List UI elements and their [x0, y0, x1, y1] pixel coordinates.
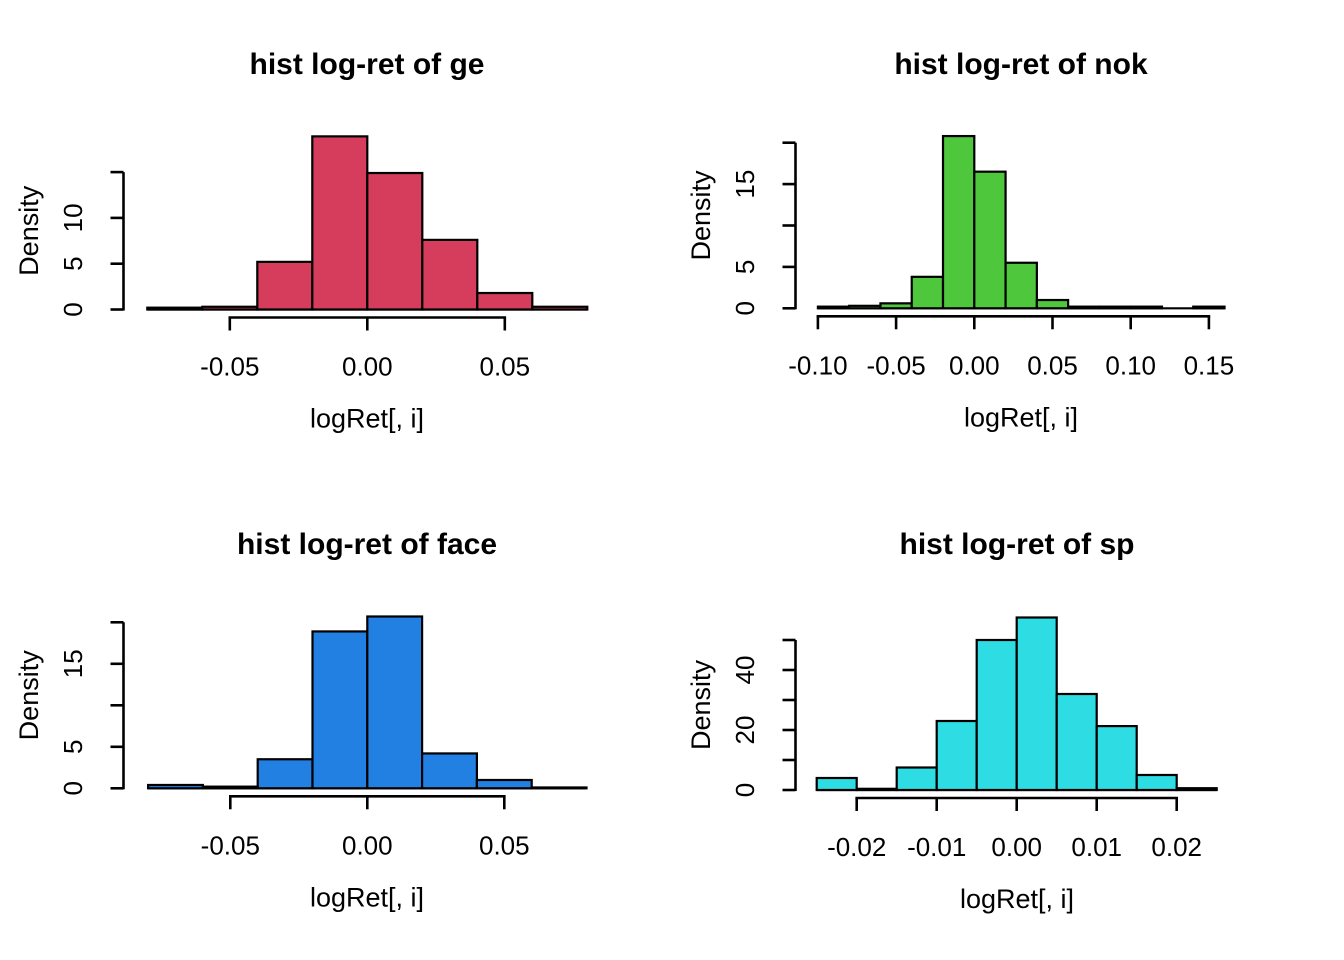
x-tick-label: 0.00 [991, 832, 1042, 862]
histogram-bar [1098, 305, 1132, 310]
y-tick-label: 15 [730, 170, 760, 199]
histogram-bar [475, 778, 533, 790]
histogram-bar [935, 719, 978, 792]
x-axis-label: logRet[, i] [964, 402, 1078, 432]
histogram-bar [895, 766, 938, 792]
histogram-bar [1135, 773, 1178, 792]
y-tick-label: 10 [58, 203, 88, 232]
histogram-bar [1004, 261, 1038, 310]
histogram-bar [421, 238, 479, 311]
x-tick-label: 0.05 [1027, 350, 1078, 380]
histogram-bar [1175, 787, 1218, 792]
x-tick-label: -0.01 [907, 832, 966, 862]
histogram-bar [855, 787, 898, 792]
histogram-bar [366, 615, 424, 790]
y-axis-label: Density [686, 659, 716, 750]
x-tick-label: 0.05 [479, 352, 530, 382]
x-tick-label: -0.10 [788, 350, 847, 380]
y-tick-label: 15 [58, 649, 88, 678]
y-tick-label: 5 [730, 260, 760, 274]
x-tick-label: 0.01 [1071, 832, 1122, 862]
chart-title: hist log-ret of face [237, 528, 497, 561]
x-tick-label: 0.15 [1184, 350, 1235, 380]
x-tick-label: -0.05 [201, 830, 260, 860]
y-tick-label: 0 [58, 302, 88, 316]
x-tick-label: 0.02 [1151, 832, 1202, 862]
histogram-bar [1015, 616, 1058, 792]
histogram-bar [311, 135, 369, 311]
histogram-bar [476, 291, 534, 311]
y-axis-label: Density [14, 185, 44, 276]
y-axis-label: Density [14, 650, 44, 741]
histogram-bar [1067, 305, 1101, 310]
x-tick-label: 0.05 [479, 830, 530, 860]
chart-title: hist log-ret of sp [900, 528, 1135, 561]
panel-ge: hist log-ret of ge logRet[, i] 0 5 10 Density… [0, 0, 672, 480]
histogram-bar [941, 134, 976, 310]
histogram-bar [146, 306, 204, 311]
histogram-ge-chart: hist log-ret of ge logRet[, i] 0 5 10 Density… [14, 48, 589, 434]
histogram-bar [1192, 305, 1226, 310]
histogram-bar [975, 638, 1018, 792]
panel-face: hist log-ret of face logRet[, i] 0 5 15 Densi… [0, 480, 672, 960]
panel-nok: hist log-ret of nok logRet[, i] 0 5 15 Densit… [672, 0, 1344, 480]
x-tick-label: -0.02 [827, 832, 886, 862]
histogram-bar [1035, 298, 1070, 310]
histogram-bar [531, 305, 589, 311]
histogram-bar [1095, 725, 1138, 792]
y-tick-label: 40 [730, 656, 760, 685]
x-tick-label: -0.05 [200, 352, 259, 382]
histogram-bar [256, 758, 314, 790]
x-tick-label: 0.00 [342, 352, 393, 382]
x-axis-label: logRet[, i] [310, 404, 424, 434]
histogram-bar [815, 776, 858, 792]
histogram-bar [1055, 692, 1098, 792]
x-axis-label: logRet[, i] [310, 882, 424, 912]
histogram-nok-chart: hist log-ret of nok logRet[, i] 0 5 15 Densit… [686, 48, 1235, 432]
histogram-bar [201, 305, 259, 311]
histogram-bar [147, 783, 205, 790]
x-tick-label: 0.10 [1105, 350, 1156, 380]
histogram-bar [1129, 305, 1164, 310]
histogram-bar [530, 786, 588, 790]
histogram-bar [201, 785, 259, 790]
histogram-bar [910, 275, 945, 310]
histogram-bar [848, 304, 882, 310]
histogram-bar [879, 302, 913, 310]
x-tick-label: 0.00 [342, 830, 393, 860]
y-tick-label: 20 [730, 716, 760, 745]
panel-sp: hist log-ret of sp logRet[, i] 0 20 40 Densit… [672, 480, 1344, 960]
y-tick-label: 5 [58, 740, 88, 754]
histogram-bar [973, 170, 1007, 310]
histogram-bar [366, 171, 424, 311]
y-tick-label: 5 [58, 256, 88, 270]
histogram-face-chart: hist log-ret of face logRet[, i] 0 5 15 Densi… [14, 528, 588, 912]
histogram-sp-chart: hist log-ret of sp logRet[, i] 0 20 40 Densit… [686, 528, 1218, 914]
x-tick-label: -0.05 [866, 350, 925, 380]
x-tick-label: 0.00 [949, 350, 1000, 380]
chart-title: hist log-ret of ge [250, 48, 485, 81]
chart-title: hist log-ret of nok [894, 48, 1148, 81]
y-axis-label: Density [686, 170, 716, 261]
y-tick-label: 0 [58, 781, 88, 795]
x-axis-label: logRet[, i] [960, 884, 1074, 914]
histogram-bar [816, 305, 851, 310]
histogram-bar [256, 260, 314, 311]
y-tick-label: 0 [730, 783, 760, 797]
y-tick-label: 0 [730, 301, 760, 315]
histogram-bar [421, 752, 479, 790]
histogram-bar [311, 630, 369, 790]
